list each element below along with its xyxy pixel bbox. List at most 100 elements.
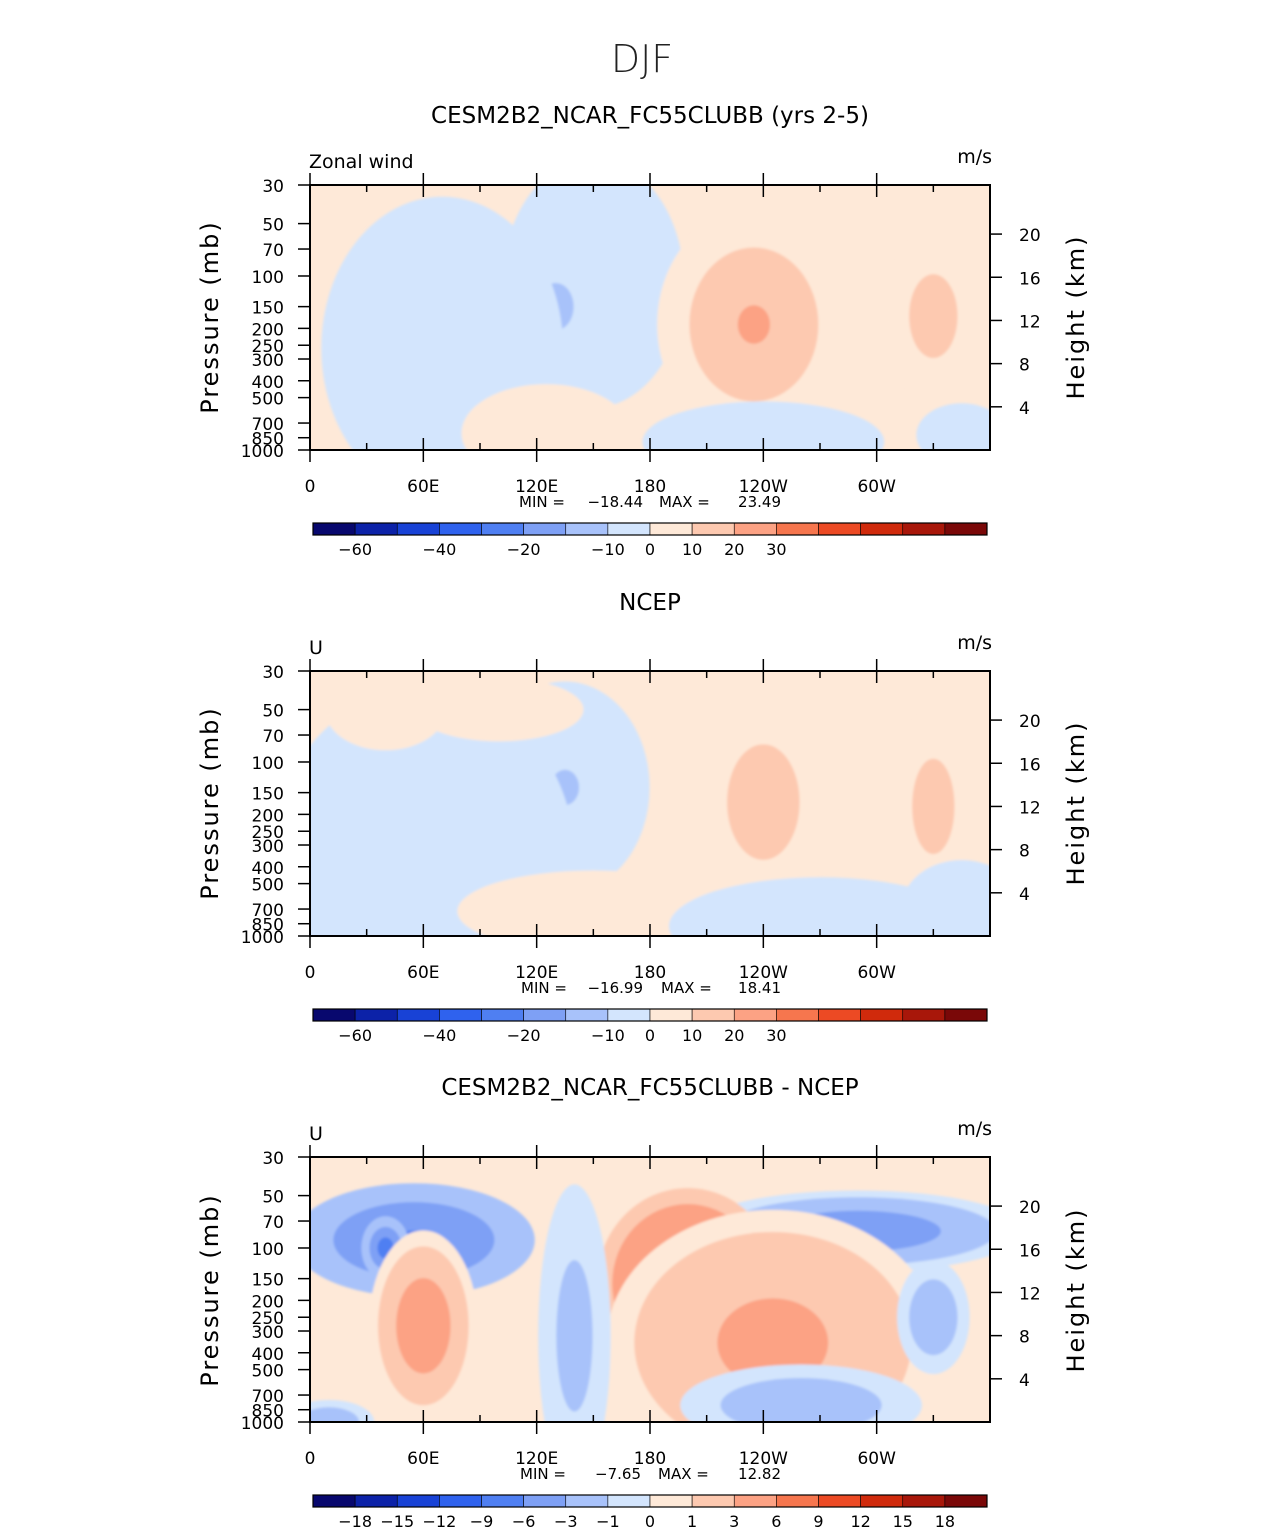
colorbar-swatch	[523, 1494, 567, 1508]
contour-level	[737, 305, 771, 344]
y-right-tick-label: 4	[1019, 885, 1030, 905]
contour-level	[568, 1310, 581, 1362]
colorbar-swatch	[481, 522, 524, 536]
max-value: 23.49	[738, 493, 781, 511]
colorbar-swatch	[776, 1008, 819, 1022]
y-right-tick-label: 12	[1019, 798, 1041, 818]
colorbar-tick-label: −15	[380, 1512, 414, 1531]
colorbar-swatch	[860, 1008, 904, 1022]
colorbar-swatch	[312, 522, 356, 536]
y-tick-label: 200	[252, 1292, 284, 1312]
contour-level	[532, 424, 561, 442]
colorbar-swatch	[354, 522, 398, 536]
max-label: MAX =	[661, 979, 712, 997]
colorbar-tick-label: −10	[591, 540, 625, 559]
x-tick-label: 180	[634, 1449, 666, 1469]
y-right-tick-label: 20	[1019, 1198, 1041, 1218]
colorbar-swatch	[691, 1008, 735, 1022]
colorbar-tick-label: −60	[338, 540, 372, 559]
colorbar-swatch	[860, 1494, 904, 1508]
y-tick-label: 500	[252, 876, 284, 896]
y-tick-label: 300	[252, 1323, 284, 1343]
y-tick-label: 100	[252, 754, 284, 774]
contour-level	[375, 702, 396, 717]
y-tick-label: 1000	[241, 1414, 284, 1434]
colorbar-swatch	[944, 1008, 988, 1022]
colorbar-tick-label: 9	[813, 1512, 823, 1531]
y-tick-label: 700	[252, 1387, 284, 1407]
colorbar-tick-label: 0	[645, 1512, 655, 1531]
colorbar-tick-label: −40	[422, 540, 456, 559]
colorbar-tick-label: 18	[935, 1512, 955, 1531]
colorbar-swatch	[481, 1494, 524, 1508]
colorbar: −60 −40 −20 −10 0 10 20 30	[312, 522, 988, 559]
colorbar-swatch	[354, 1494, 398, 1508]
colorbar-swatch	[607, 522, 651, 536]
max-value: 18.41	[738, 979, 781, 997]
x-tick-label: 180	[634, 477, 666, 497]
colorbar-swatch	[902, 522, 946, 536]
colorbar-swatch	[354, 1008, 398, 1022]
colorbar-swatch	[733, 1008, 777, 1022]
max-label: MAX =	[659, 493, 710, 511]
colorbar-tick-label: 20	[724, 540, 744, 559]
panel-title: CESM2B2_NCAR_FC55CLUBB (yrs 2-5)	[431, 103, 869, 129]
y-right-axis-label: Height (km)	[1062, 1208, 1090, 1373]
colorbar-swatch	[439, 522, 482, 536]
colorbar-tick-label: −60	[338, 1026, 372, 1045]
panel-units: m/s	[957, 146, 992, 168]
y-tick-label: 500	[252, 1362, 284, 1382]
colorbar-swatch	[565, 1008, 609, 1022]
colorbar-tick-label: 30	[766, 540, 786, 559]
colorbar-tick-label: 15	[893, 1512, 913, 1531]
panel-variable-label: U	[309, 1123, 323, 1145]
panel-variable-label: U	[309, 637, 323, 659]
y-right-axis-label: Height (km)	[1062, 235, 1090, 400]
contour-level	[927, 1307, 940, 1327]
y-tick-label: 250	[252, 1309, 284, 1329]
x-tick-label: 60W	[857, 1449, 896, 1469]
panel-model: CESM2B2_NCAR_FC55CLUBB (yrs 2-5) Zonal w…	[196, 103, 1090, 559]
y-tick-label: 150	[252, 299, 284, 319]
x-tick-label: 60W	[857, 963, 896, 983]
contour-level	[794, 918, 846, 935]
colorbar-swatch	[396, 522, 440, 536]
y-right-tick-label: 20	[1019, 712, 1041, 732]
y-axis-label: Pressure (mb)	[196, 1193, 224, 1386]
y-tick-label: 400	[252, 1345, 284, 1365]
y-tick-label: 700	[252, 415, 284, 435]
contour-level	[745, 1320, 801, 1365]
contour-level	[954, 429, 970, 441]
y-tick-label: 850	[252, 1402, 284, 1422]
y-tick-label: 250	[252, 823, 284, 843]
colorbar-swatch	[396, 1494, 440, 1508]
y-axis-label: Pressure (mb)	[196, 706, 224, 899]
colorbar-frame	[312, 1008, 988, 1022]
colorbar-tick-label: −40	[422, 1026, 456, 1045]
x-tick-label: 120E	[515, 963, 558, 983]
y-tick-label: 30	[262, 663, 284, 683]
panel-units: m/s	[957, 632, 992, 654]
x-tick-label: 60W	[857, 477, 896, 497]
x-tick-label: 120E	[515, 477, 558, 497]
colorbar-tick-label: −20	[507, 540, 541, 559]
colorbar-swatch	[523, 1008, 567, 1022]
y-tick-label: 150	[252, 785, 284, 805]
colorbar-swatch	[649, 1494, 693, 1508]
y-tick-label: 30	[262, 177, 284, 197]
contour-level	[751, 782, 776, 822]
y-tick-label: 70	[262, 241, 284, 261]
colorbar: −60 −40 −20 −10 0 10 20 30	[312, 1008, 988, 1045]
colorbar-swatch	[565, 1494, 609, 1508]
colorbar-tick-label: 10	[682, 540, 702, 559]
min-value: −16.99	[587, 979, 643, 997]
min-label: MIN =	[521, 979, 567, 997]
y-right-tick-label: 16	[1019, 269, 1041, 289]
max-label: MAX =	[658, 1465, 709, 1483]
colorbar-swatch	[818, 1008, 861, 1022]
x-tick-label: 120W	[739, 1449, 788, 1469]
contour-level	[484, 704, 513, 715]
colorbar-tick-label: 0	[645, 1026, 655, 1045]
contour-level	[414, 1309, 433, 1342]
colorbar-swatch	[439, 1008, 482, 1022]
